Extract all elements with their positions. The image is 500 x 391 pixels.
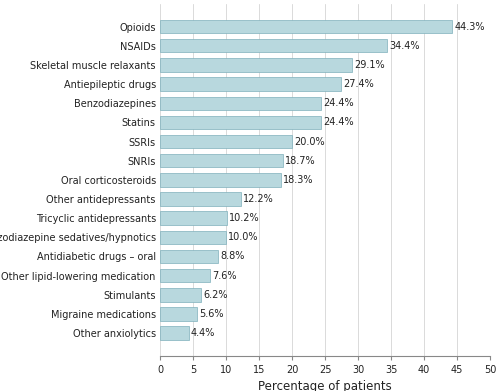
Bar <box>160 307 197 321</box>
Text: 44.3%: 44.3% <box>454 22 485 32</box>
Text: 20.0%: 20.0% <box>294 136 324 147</box>
Bar <box>160 231 226 244</box>
Bar <box>160 269 210 282</box>
Text: 10.2%: 10.2% <box>230 213 260 223</box>
Text: 12.2%: 12.2% <box>242 194 273 204</box>
Text: 18.3%: 18.3% <box>283 175 314 185</box>
Bar <box>160 192 240 206</box>
Bar <box>160 116 321 129</box>
Bar <box>160 250 218 263</box>
Text: 24.4%: 24.4% <box>323 98 354 108</box>
Bar <box>160 135 292 148</box>
Bar <box>160 288 201 301</box>
Text: 18.7%: 18.7% <box>286 156 316 166</box>
Bar <box>160 77 341 91</box>
Text: 10.0%: 10.0% <box>228 232 258 242</box>
Bar <box>160 326 189 340</box>
Bar <box>160 154 284 167</box>
Text: 29.1%: 29.1% <box>354 60 384 70</box>
Text: 8.8%: 8.8% <box>220 251 244 262</box>
Text: 5.6%: 5.6% <box>199 309 224 319</box>
Bar <box>160 58 352 72</box>
Bar <box>160 39 387 52</box>
Bar <box>160 212 228 225</box>
Bar <box>160 173 281 187</box>
Text: 27.4%: 27.4% <box>343 79 374 89</box>
Text: 6.2%: 6.2% <box>203 290 228 300</box>
Bar <box>160 20 452 33</box>
Bar <box>160 97 321 110</box>
Text: 34.4%: 34.4% <box>389 41 420 51</box>
Text: 4.4%: 4.4% <box>191 328 216 338</box>
Text: 24.4%: 24.4% <box>323 117 354 127</box>
Text: 7.6%: 7.6% <box>212 271 236 281</box>
X-axis label: Percentage of patients: Percentage of patients <box>258 380 392 391</box>
